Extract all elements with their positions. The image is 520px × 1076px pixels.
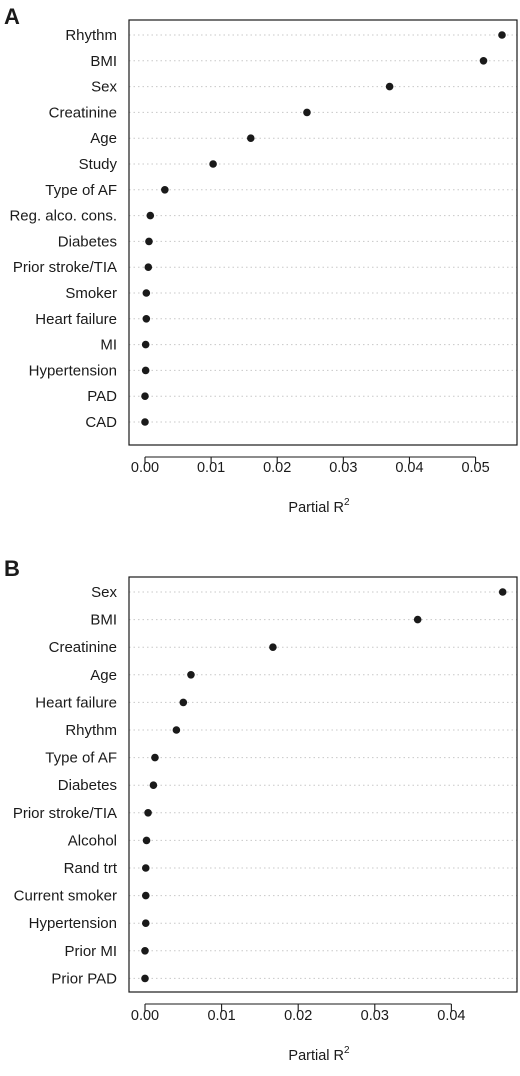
data-point (498, 588, 507, 596)
x-tick-label: 0.00 (131, 1008, 159, 1024)
data-point (144, 809, 152, 817)
x-axis-title-superscript: 2 (344, 497, 350, 508)
category-label: Reg. alco. cons. (9, 208, 117, 225)
data-point (172, 726, 181, 734)
category-label: Sex (91, 584, 117, 601)
x-axis-title: Partial R2 (288, 1045, 350, 1064)
panel-b: B Sex BMI Creatinine Age Heart failure Rhythm T… (4, 556, 518, 1064)
x-tick-label: 0.04 (395, 460, 423, 476)
x-axis-title-superscript: 2 (344, 1045, 350, 1056)
data-point (145, 237, 153, 246)
x-tick-label: 0.00 (131, 460, 159, 476)
data-point (303, 108, 311, 117)
x-tick-label: 0.03 (361, 1008, 389, 1024)
data-point (141, 919, 150, 927)
category-label: Type of AF (45, 750, 117, 767)
data-point (498, 31, 506, 39)
data-point (144, 263, 153, 272)
data-point (209, 160, 217, 168)
category-label: CAD (85, 414, 117, 431)
category-label: BMI (90, 53, 117, 70)
x-tick-label: 0.01 (197, 460, 225, 476)
x-tick-label: 0.02 (263, 460, 291, 476)
category-label: Type of AF (45, 182, 117, 199)
x-tick-label: 0.03 (329, 460, 357, 476)
data-point (179, 698, 188, 707)
data-point (141, 418, 149, 426)
category-label: Hypertension (29, 362, 117, 379)
data-point (146, 211, 155, 220)
category-label: Study (79, 156, 118, 173)
category-label: PAD (87, 388, 117, 405)
category-label: Diabetes (58, 777, 117, 794)
data-point (141, 392, 149, 401)
data-point (142, 836, 151, 845)
category-label: Hypertension (29, 915, 117, 932)
category-label: Prior PAD (51, 970, 117, 987)
x-tick-label: 0.01 (207, 1008, 235, 1024)
data-point (141, 340, 150, 349)
category-label: Age (90, 667, 117, 684)
data-point (141, 366, 150, 375)
category-label: Current smoker (14, 888, 117, 905)
category-label: Creatinine (49, 104, 117, 121)
category-label: Alcohol (68, 832, 117, 849)
data-point (479, 57, 488, 65)
data-point (187, 671, 195, 679)
data-point (385, 82, 394, 91)
x-tick-label: 0.02 (284, 1008, 312, 1024)
data-point (149, 781, 158, 789)
x-tick-label: 0.05 (461, 460, 489, 476)
panel-a: A Rhythm BMI Sex Creatinine Age Study Type of A… (4, 4, 518, 516)
category-label: Age (90, 130, 117, 147)
plot-frame (128, 19, 518, 446)
category-label: Prior stroke/TIA (13, 805, 117, 822)
panel-letter: A (4, 4, 20, 29)
category-label: MI (100, 337, 117, 354)
x-axis-title-text: Partial R (288, 1048, 344, 1064)
category-label: Diabetes (58, 233, 117, 250)
category-label: Heart failure (35, 311, 117, 328)
data-point (142, 289, 151, 297)
category-label: Smoker (65, 285, 117, 302)
x-tick-label: 0.04 (437, 1008, 465, 1024)
panel-letter: B (4, 556, 20, 581)
data-point (141, 947, 149, 955)
data-point (141, 974, 149, 983)
category-label: Prior MI (65, 943, 118, 960)
category-label: Rhythm (65, 722, 117, 739)
data-point (413, 615, 422, 624)
data-point (151, 753, 159, 762)
category-label: Heart failure (35, 694, 117, 711)
data-point (246, 134, 255, 142)
category-label: BMI (90, 612, 117, 629)
category-label: Prior stroke/TIA (13, 259, 117, 276)
x-axis-title-text: Partial R (288, 500, 344, 516)
data-point (269, 643, 277, 651)
data-point (142, 315, 151, 323)
data-point (161, 186, 169, 194)
data-point (141, 864, 150, 872)
x-axis-title: Partial R2 (288, 497, 350, 516)
category-label: Rhythm (65, 27, 117, 44)
category-label: Sex (91, 79, 117, 96)
category-label: Rand trt (64, 860, 118, 877)
category-label: Creatinine (49, 639, 117, 656)
plot-frame (128, 576, 518, 993)
data-point (141, 891, 150, 900)
